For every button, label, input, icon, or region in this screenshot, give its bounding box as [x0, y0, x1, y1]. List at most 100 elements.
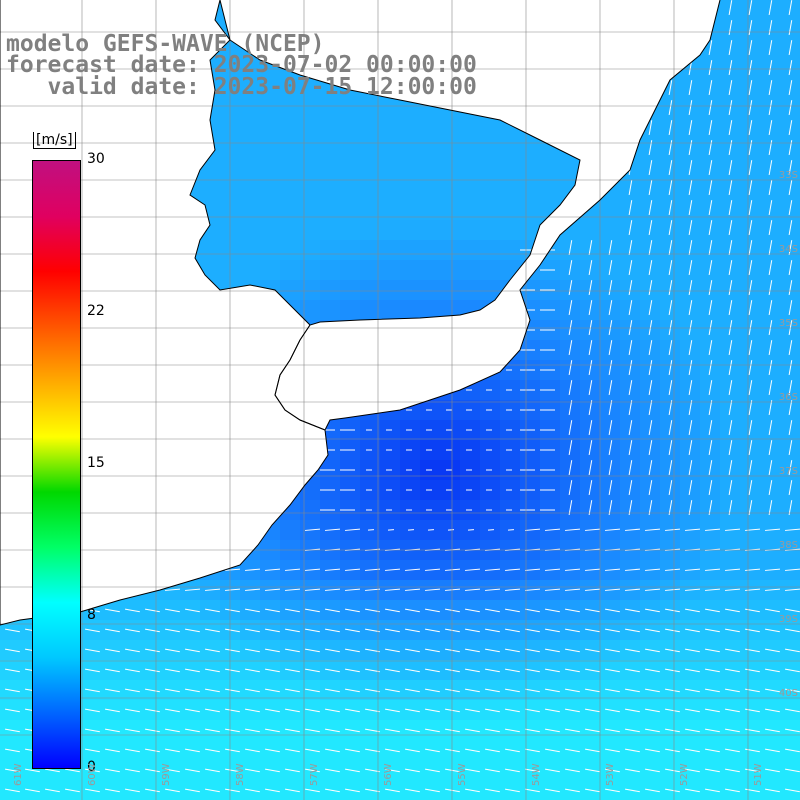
wind-arrow [464, 628, 480, 633]
speed-cell [400, 220, 420, 240]
wind-arrow [284, 708, 300, 713]
speed-cell [300, 220, 320, 240]
wind-arrow [724, 688, 740, 693]
wind-arrow [344, 688, 360, 693]
wind-arrow [584, 608, 600, 613]
wind-arrow [568, 260, 573, 276]
wind-arrow [704, 708, 720, 713]
wind-arrow [584, 628, 600, 633]
speed-cell [420, 260, 440, 280]
wind-arrow [404, 768, 420, 773]
wind-arrow [788, 260, 793, 276]
wind-arrow [588, 380, 593, 396]
speed-cell [500, 140, 520, 160]
wind-arrow [464, 788, 480, 793]
speed-cell [340, 180, 360, 200]
wind-arrow [684, 688, 700, 693]
wind-arrow [124, 788, 140, 793]
wind-arrow [668, 440, 673, 456]
speed-cell [280, 220, 300, 240]
wind-arrow [648, 120, 653, 136]
speed-cell [400, 200, 420, 220]
wind-arrow [668, 500, 673, 516]
wind-arrow [404, 588, 421, 591]
wind-arrow [784, 768, 800, 773]
wind-arrow [124, 668, 140, 673]
wind-arrow [628, 200, 633, 216]
wind-arrow [524, 768, 540, 773]
wind-arrow [628, 40, 633, 56]
wind-arrow [688, 400, 693, 416]
wind-arrow [387, 529, 395, 531]
wind-arrow [668, 380, 673, 396]
wind-arrow [708, 160, 713, 176]
wind-arrow [564, 708, 580, 713]
wind-arrow [544, 588, 561, 591]
speed-cell [260, 200, 280, 220]
speed-cell [380, 140, 400, 160]
wind-arrow [788, 160, 793, 176]
wind-arrow [568, 440, 573, 456]
speed-cell [500, 200, 520, 220]
wind-arrow [224, 568, 241, 571]
wind-arrow [648, 460, 653, 476]
wind-arrow [684, 768, 700, 773]
wind-arrow [104, 708, 120, 713]
speed-cell [280, 280, 300, 300]
wind-arrow [204, 628, 220, 633]
wind-arrow [24, 768, 40, 773]
wind-arrow [684, 668, 700, 673]
wind-arrow [204, 788, 220, 793]
wind-arrow [688, 40, 693, 56]
wind-arrow [708, 440, 713, 456]
speed-cell [260, 80, 280, 100]
wind-arrow [628, 460, 633, 476]
wind-arrow [764, 708, 780, 713]
wind-arrow [424, 588, 441, 591]
wind-arrow [104, 668, 120, 673]
wind-arrow [84, 788, 100, 793]
wind-arrow [708, 420, 713, 436]
wind-arrow [588, 260, 593, 276]
wind-arrow [344, 768, 360, 773]
speed-cell [300, 200, 320, 220]
wind-arrow [764, 768, 780, 773]
wind-arrow [624, 708, 640, 713]
wind-arrow [588, 480, 593, 496]
speed-cell [240, 60, 260, 80]
wind-arrow [244, 668, 260, 673]
wind-arrow [748, 280, 753, 296]
speed-cell [440, 200, 460, 220]
wind-arrow [628, 100, 633, 116]
wind-arrow [608, 460, 613, 476]
wind-arrow [784, 628, 800, 633]
wind-arrow [768, 240, 773, 256]
wind-arrow [564, 688, 580, 693]
wind-arrow [584, 788, 600, 793]
wind-arrow [384, 668, 400, 673]
wind-arrow [628, 240, 633, 256]
wind-arrow [464, 568, 481, 571]
speed-cell [340, 200, 360, 220]
wind-arrow [588, 320, 593, 336]
wind-arrow [264, 568, 281, 571]
wind-arrow [788, 120, 793, 136]
wind-arrow [144, 568, 161, 571]
wind-arrow [504, 748, 520, 753]
wind-arrow [164, 568, 181, 571]
wind-arrow [244, 748, 260, 753]
wind-arrow [144, 728, 160, 733]
wind-arrow [384, 728, 400, 733]
wind-arrow [504, 788, 520, 793]
wind-arrow [284, 648, 300, 653]
wind-arrow [84, 648, 100, 653]
wind-arrow [464, 588, 481, 591]
wind-arrow [664, 788, 680, 793]
wind-arrow [364, 708, 380, 713]
lon-label: 53W [605, 763, 616, 786]
wind-arrow [684, 708, 700, 713]
speed-cell [380, 260, 400, 280]
wind-arrow [748, 260, 753, 276]
wind-arrow [788, 200, 793, 216]
wind-arrow [764, 788, 780, 793]
